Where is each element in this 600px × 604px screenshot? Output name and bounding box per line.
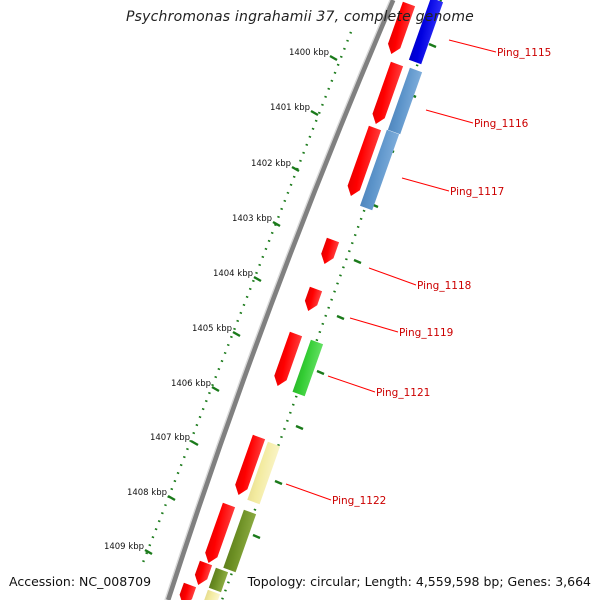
genome-backbone — [165, 0, 396, 601]
kbp-tick — [253, 275, 262, 283]
gene-label-leader — [327, 375, 376, 393]
blast-feature — [208, 567, 229, 593]
cds-feature — [372, 61, 404, 124]
gene-label: Ping_1116 — [474, 118, 529, 130]
blast-feature — [247, 441, 281, 505]
kbp-tick — [232, 330, 241, 338]
kbp-label: 1405 kbp — [192, 324, 232, 334]
kbp-label: 1403 kbp — [232, 214, 272, 224]
kbp-tick — [310, 109, 319, 117]
cds-feature — [321, 237, 340, 264]
kbp-label: 1402 kbp — [251, 159, 291, 169]
cds-feature — [304, 286, 323, 311]
topology-label: Topology: circular; Length: 4,559,598 bp… — [247, 574, 591, 589]
gene-label: Ping_1121 — [376, 387, 430, 399]
map-title: Psychromonas ingrahamii 37, complete gen… — [126, 9, 474, 25]
inner-tick — [336, 314, 345, 321]
accession-label: Accession: NC_008709 — [9, 574, 152, 589]
cds-feature — [205, 502, 236, 563]
gene-label-leader — [401, 177, 450, 192]
kbp-tick — [272, 220, 281, 228]
blast-feature — [223, 509, 257, 573]
ruler-track — [140, 31, 353, 566]
gene-label-leader — [425, 109, 474, 124]
kbp-tick — [211, 385, 220, 393]
kbp-label: 1406 kbp — [171, 379, 211, 389]
blast-feature — [203, 589, 221, 604]
kbp-label: 1404 kbp — [213, 269, 253, 279]
gene-label: Ping_1118 — [417, 280, 471, 292]
cds-feature — [388, 1, 416, 55]
cds-feature — [235, 434, 266, 495]
inner-ruler-track — [220, 0, 443, 601]
inner-tick — [295, 424, 304, 431]
kbp-tick — [190, 439, 199, 447]
gene-label-leader — [448, 39, 497, 53]
blast-feature — [360, 129, 400, 211]
gene-label: Ping_1115 — [497, 47, 551, 59]
blast-feature — [292, 339, 324, 397]
cds-feature — [274, 331, 303, 386]
cds-feature — [194, 560, 213, 585]
gene-label-leader — [368, 267, 417, 286]
inner-tick — [274, 479, 283, 486]
inner-tick — [252, 533, 261, 540]
blast-feature — [408, 0, 444, 65]
kbp-label: 1401 kbp — [270, 103, 310, 113]
inner-tick — [316, 369, 325, 376]
kbp-label: 1409 kbp — [104, 542, 144, 552]
kbp-label: 1400 kbp — [289, 48, 329, 58]
gene-label: Ping_1122 — [332, 495, 386, 507]
cds-feature — [179, 582, 197, 604]
kbp-label: 1407 kbp — [150, 433, 190, 443]
kbp-label: 1408 kbp — [127, 488, 167, 498]
kbp-tick — [329, 54, 338, 62]
genome-backbone-highlight — [164, 0, 391, 601]
blast-feature — [387, 67, 423, 135]
inner-tick — [428, 42, 437, 49]
kbp-tick — [291, 165, 300, 173]
gene-label-leader — [349, 317, 399, 333]
gene-label: Ping_1119 — [399, 327, 453, 339]
kbp-tick — [167, 494, 176, 502]
gene-label-leader — [285, 483, 332, 501]
kbp-tick — [144, 548, 153, 556]
cds-feature — [347, 125, 382, 196]
inner-tick — [353, 258, 362, 265]
gene-label: Ping_1117 — [450, 186, 504, 198]
